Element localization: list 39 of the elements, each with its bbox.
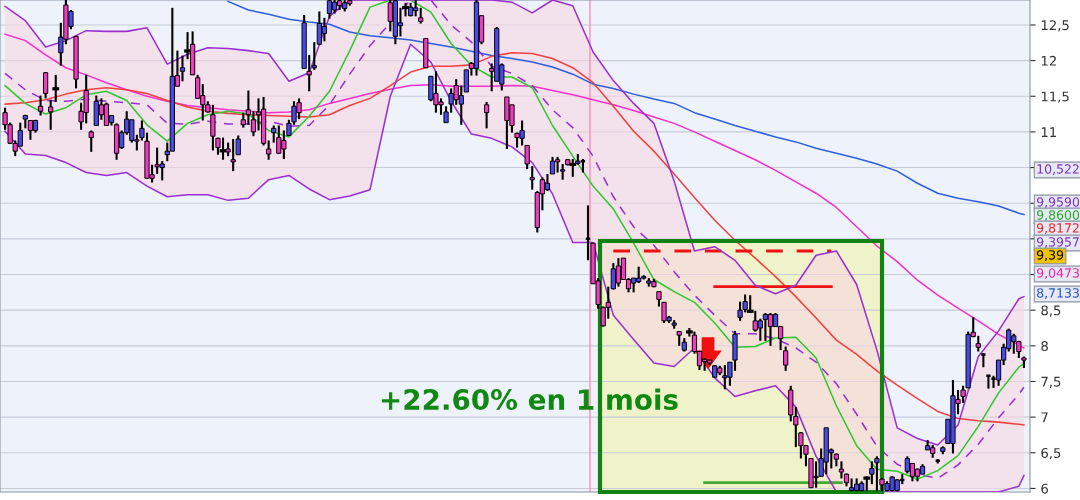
line-series xyxy=(227,0,1025,216)
y-tick-label: 7,5 xyxy=(1041,376,1061,389)
y-tick-label: 8 xyxy=(1041,341,1048,352)
candlestick xyxy=(321,16,328,43)
annotation: +22.60% en 1 mois xyxy=(381,388,678,411)
candlestick xyxy=(524,144,530,171)
line-series xyxy=(4,52,1025,426)
y-tick-label: 8,5 xyxy=(1041,305,1061,317)
candlestick xyxy=(762,311,769,342)
candlestick xyxy=(266,139,272,161)
text: 8,7133 xyxy=(1037,288,1079,299)
candlestick xyxy=(27,119,34,141)
candlestick xyxy=(529,165,535,191)
candlestick xyxy=(484,100,490,130)
text: 9,8600 xyxy=(1036,210,1080,221)
y-tick-label: 6 xyxy=(1041,483,1048,494)
text: 9,39 xyxy=(1036,250,1064,261)
y-tick-label: 11 xyxy=(1041,127,1056,137)
candlestick xyxy=(219,136,227,161)
candlestick xyxy=(43,70,49,100)
candlestick xyxy=(48,98,54,131)
text: 9,3957 xyxy=(1036,237,1079,248)
y-tick-label: 7 xyxy=(1041,412,1048,423)
text: 9,0473 xyxy=(1036,268,1079,279)
y-tick-label: 6,5 xyxy=(1041,448,1061,460)
text: 9,9590 xyxy=(1036,197,1080,208)
y-tick-label: 12,5 xyxy=(1041,20,1069,32)
candlestick xyxy=(615,257,622,288)
candlestick xyxy=(783,345,789,372)
text: 10,522 xyxy=(1037,164,1079,175)
candlestick xyxy=(88,129,94,153)
candlestick xyxy=(326,0,333,20)
candlestick xyxy=(52,73,60,104)
candlestick xyxy=(37,94,44,117)
y-tick-label: 11,5 xyxy=(1041,91,1069,103)
candlestick xyxy=(767,311,774,347)
text: 9,8172 xyxy=(1036,223,1079,234)
candlestick xyxy=(179,54,186,83)
y-tick-label: 12 xyxy=(1041,55,1056,66)
